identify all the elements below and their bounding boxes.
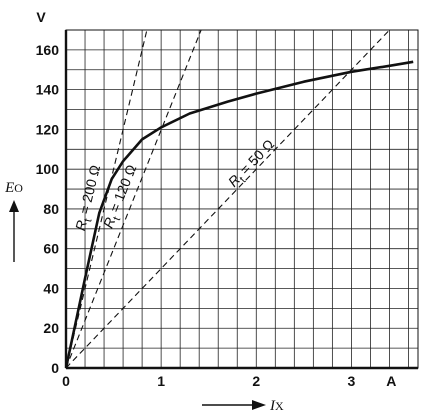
x-tick-label: 0 (62, 373, 70, 389)
characteristic-curve (66, 60, 414, 368)
y-tick-label: 140 (36, 82, 60, 98)
label-subscript: t (82, 218, 94, 224)
y-tick-label: 80 (43, 201, 59, 217)
x-tick-label: 1 (157, 373, 165, 389)
y-axis-quantity: E (4, 180, 14, 196)
load-line-label-r50: Rt = 50 Ω (225, 136, 280, 193)
label-subscript: t (111, 215, 123, 222)
x-tick-label: 2 (252, 373, 260, 389)
load-line-r200 (66, 29, 148, 368)
y-axis-arrow-head (9, 200, 19, 212)
load-line-r120 (66, 29, 202, 368)
x-axis-title-text: IX (269, 398, 284, 414)
load-line-r50 (66, 29, 390, 368)
y-axis-title: EO (4, 180, 23, 262)
y-tick-label: 20 (43, 320, 59, 336)
x-axis-subscript: X (275, 399, 284, 413)
y-tick-label: 120 (36, 121, 60, 137)
label-value: = 120 Ω (105, 162, 140, 218)
y-axis-title-text: EO (4, 180, 23, 196)
y-axis-unit: V (36, 9, 46, 25)
y-tick-label: 60 (43, 241, 59, 257)
y-tick-label: 160 (36, 42, 60, 58)
y-tick-label: 100 (36, 161, 60, 177)
grid-major (64, 29, 419, 370)
tick-layer: 0 20 40 60 80 100 120 140 160 0 1 2 3 (36, 42, 356, 389)
y-axis-subscript: O (14, 181, 23, 195)
x-tick-label: 3 (348, 373, 356, 389)
x-axis-unit: A (386, 373, 396, 389)
y-tick-label: 0 (51, 360, 59, 376)
x-axis-title: IX (202, 398, 284, 414)
x-axis-quantity: I (269, 398, 276, 414)
label-symbol: R (72, 219, 90, 233)
grid-minor (66, 29, 418, 368)
y-tick-label: 40 (43, 280, 59, 296)
label-subscript: t (238, 175, 249, 186)
label-value: = 50 Ω (234, 136, 277, 180)
series-layer (66, 29, 414, 368)
x-axis-arrow-head (252, 400, 266, 410)
